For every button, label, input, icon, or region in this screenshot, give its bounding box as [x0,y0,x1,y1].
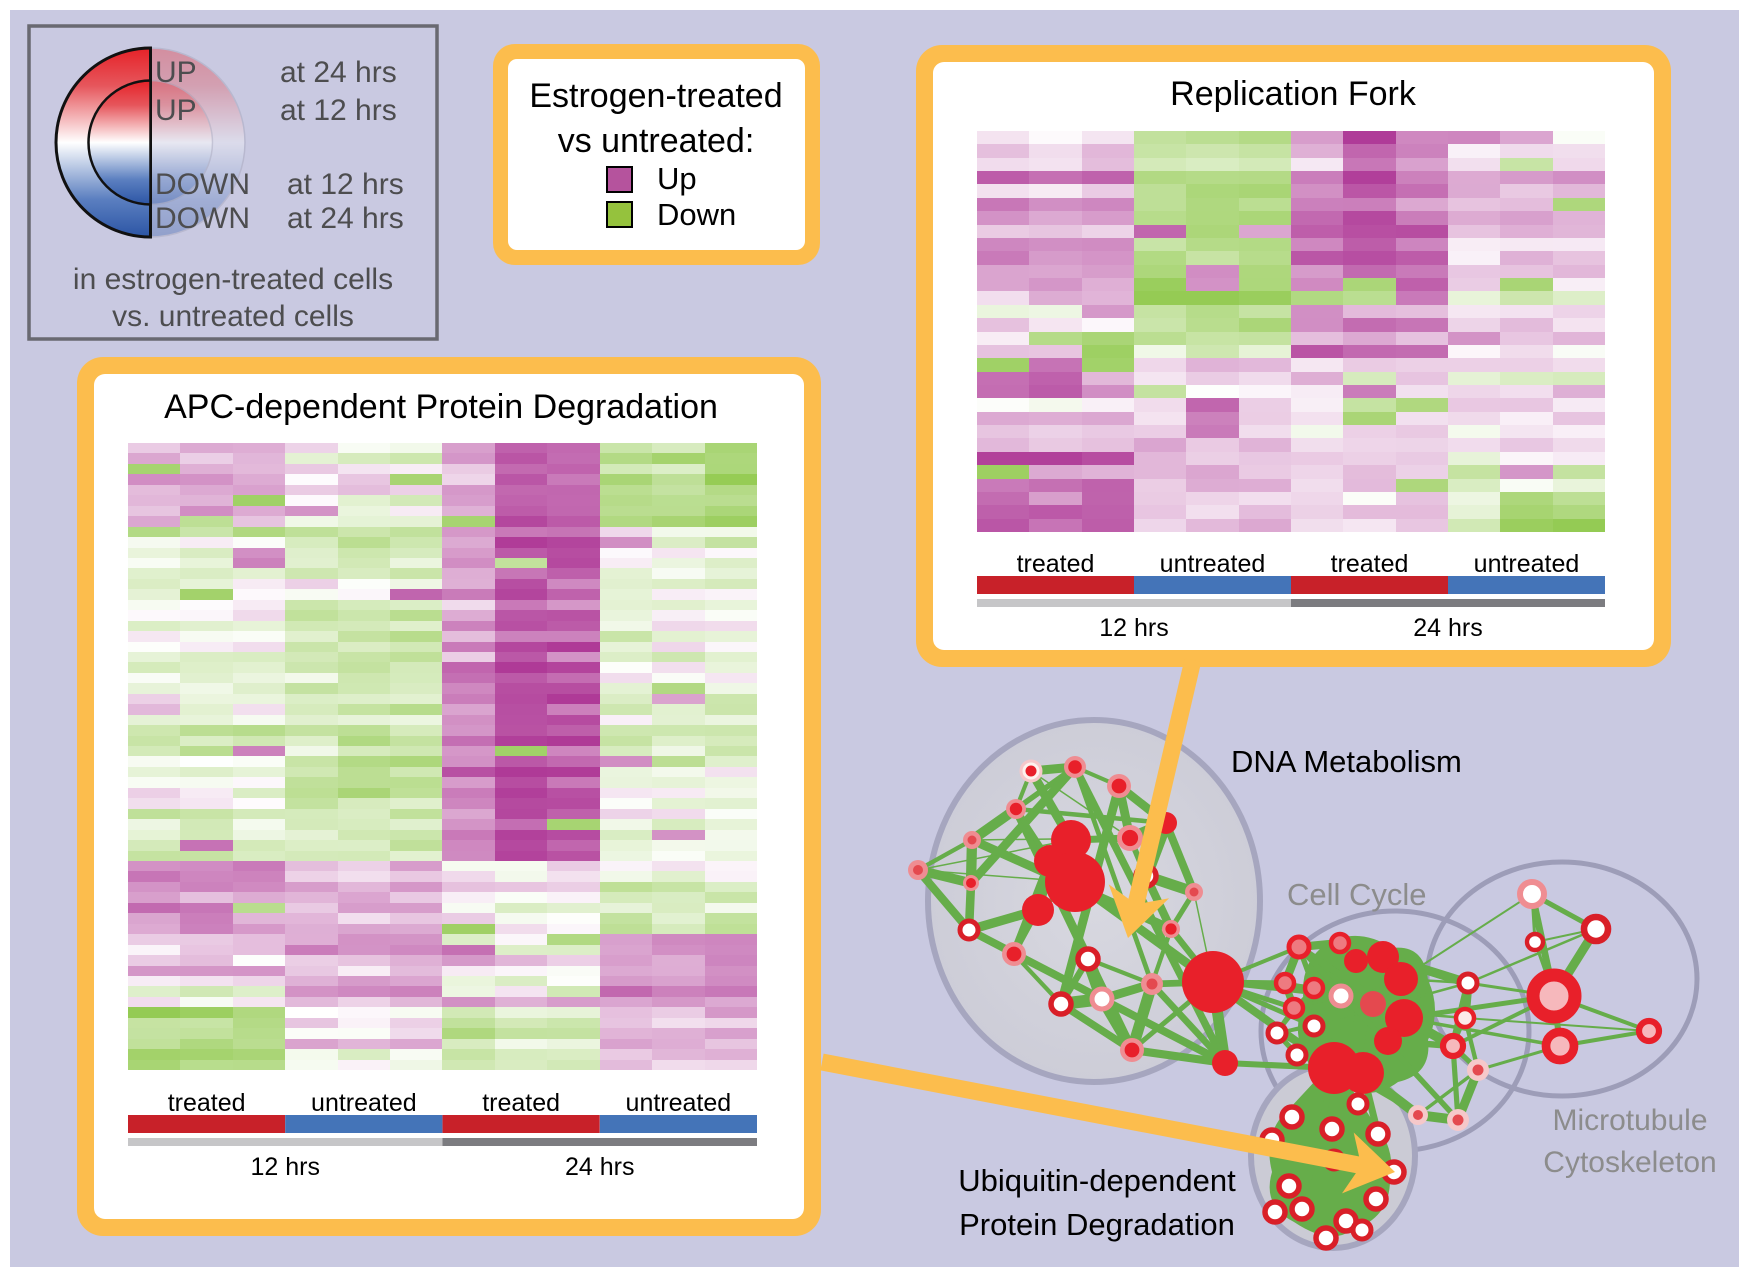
svg-text:at 12 hrs: at 12 hrs [280,94,397,127]
svg-text:Up: Up [657,161,697,196]
svg-text:24 hrs: 24 hrs [1413,614,1482,642]
svg-text:DNA Metabolism: DNA Metabolism [1231,744,1462,779]
svg-text:in estrogen-treated cells: in estrogen-treated cells [73,263,393,296]
svg-text:untreated: untreated [311,1089,417,1117]
svg-text:Protein Degradation: Protein Degradation [959,1207,1235,1242]
svg-text:APC-dependent Protein Degradat: APC-dependent Protein Degradation [164,388,718,426]
svg-text:at 12 hrs: at 12 hrs [287,168,404,201]
svg-text:treated: treated [482,1089,560,1117]
svg-text:UP: UP [155,94,197,127]
svg-text:treated: treated [168,1089,246,1117]
svg-text:untreated: untreated [1160,550,1266,578]
svg-text:Estrogen-treated: Estrogen-treated [529,77,782,115]
svg-text:untreated: untreated [626,1089,732,1117]
svg-text:at 24 hrs: at 24 hrs [280,56,397,89]
svg-text:DOWN: DOWN [155,168,250,201]
svg-text:treated: treated [1017,550,1095,578]
svg-text:vs. untreated cells: vs. untreated cells [112,300,354,333]
svg-text:Down: Down [657,197,736,232]
svg-text:vs untreated:: vs untreated: [558,122,755,160]
svg-text:Cell Cycle: Cell Cycle [1287,877,1427,912]
svg-text:12 hrs: 12 hrs [251,1153,320,1181]
svg-text:untreated: untreated [1474,550,1580,578]
svg-text:UP: UP [155,56,197,89]
svg-text:24 hrs: 24 hrs [565,1153,634,1181]
svg-text:at 24 hrs: at 24 hrs [287,202,404,235]
svg-text:12 hrs: 12 hrs [1099,614,1168,642]
svg-text:Ubiquitin-dependent: Ubiquitin-dependent [958,1163,1236,1198]
svg-text:Cytoskeleton: Cytoskeleton [1543,1146,1716,1179]
svg-text:treated: treated [1331,550,1409,578]
svg-text:Microtubule: Microtubule [1552,1104,1707,1137]
svg-text:Replication Fork: Replication Fork [1170,75,1417,113]
svg-text:DOWN: DOWN [155,202,250,235]
